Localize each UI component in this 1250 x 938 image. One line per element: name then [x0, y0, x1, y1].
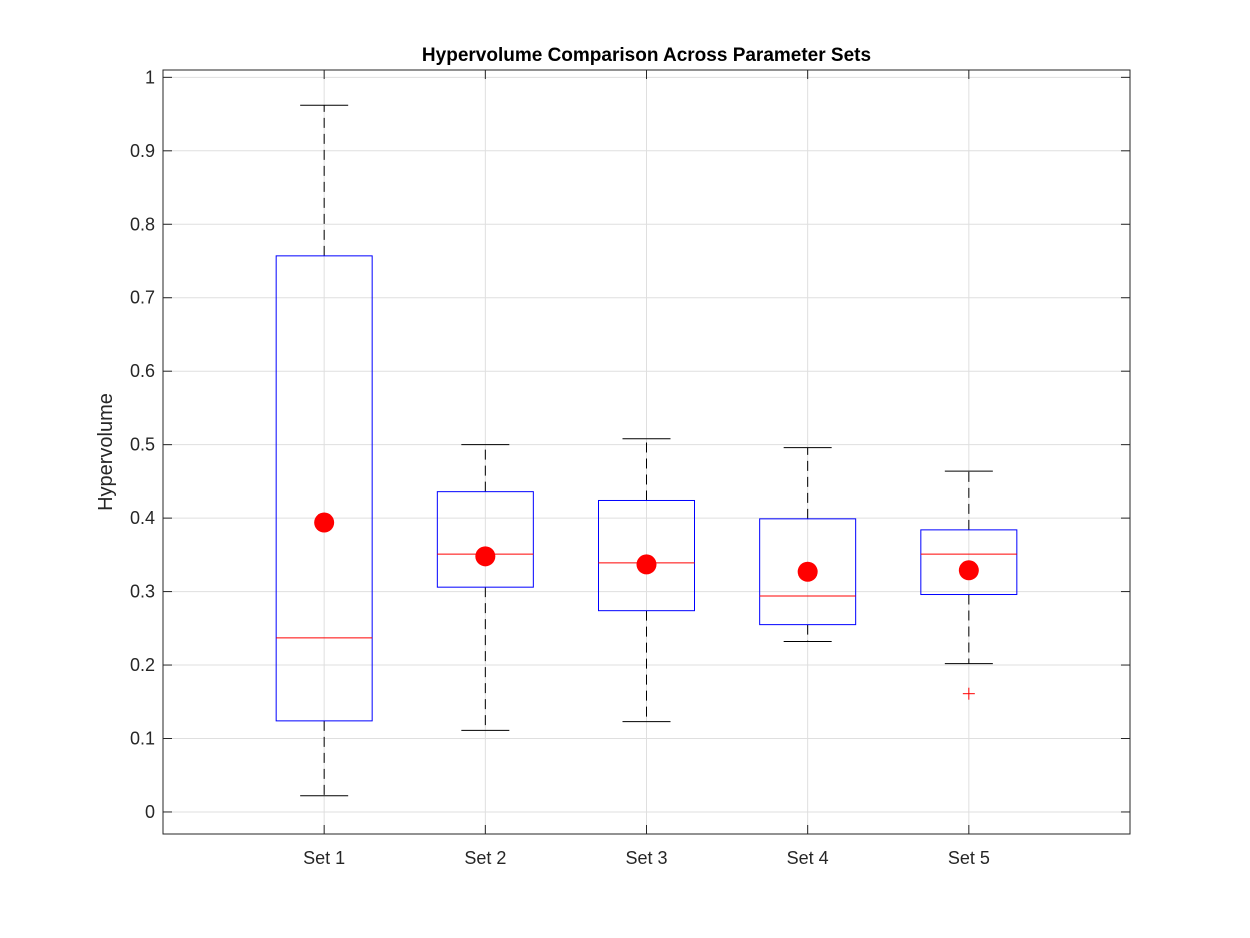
y-tick-label: 1: [145, 67, 155, 87]
box-group: [759, 447, 857, 643]
mean-marker: [958, 560, 979, 581]
chart-title: Hypervolume Comparison Across Parameter …: [422, 45, 871, 66]
y-tick-label: 0.5: [130, 435, 155, 455]
mean-marker: [475, 546, 496, 567]
iqr-box: [920, 529, 1018, 596]
y-tick-label: 0: [145, 802, 155, 822]
y-axis-label: Hypervolume: [95, 393, 117, 511]
y-tick-label: 0.9: [130, 141, 155, 161]
y-tick-label: 0.4: [130, 508, 155, 528]
iqr-box: [436, 491, 534, 588]
mean-marker: [797, 561, 818, 582]
y-tick-label: 0.3: [130, 582, 155, 602]
box-group: [436, 444, 534, 731]
iqr-box: [598, 499, 695, 612]
y-tick-label: 0.2: [130, 655, 155, 675]
x-tick-label: Set 2: [464, 848, 506, 868]
iqr-box: [759, 518, 857, 626]
axis-ticks: [163, 70, 1130, 834]
x-tick-label: Set 1: [303, 848, 345, 868]
y-tick-label: 0.7: [130, 288, 155, 308]
box-group: [598, 438, 695, 723]
mean-marker: [636, 554, 657, 575]
y-tick-label: 0.6: [130, 361, 155, 381]
y-tick-label: 0.1: [130, 729, 155, 749]
mean-marker: [314, 512, 335, 533]
x-tick-label: Set 5: [948, 848, 990, 868]
x-tick-label: Set 3: [625, 848, 667, 868]
iqr-box: [275, 255, 373, 722]
boxes: [275, 104, 1018, 797]
box-group: [920, 470, 1018, 700]
tick-labels: 0 0.1 0.2 0.3 0.4 0.5 0.6 0.7 0.8 0.9 1 Set 1 Set 2 S…: [130, 67, 990, 868]
box-group: [275, 104, 373, 797]
y-tick-label: 0.8: [130, 214, 155, 234]
x-tick-label: Set 4: [787, 848, 829, 868]
